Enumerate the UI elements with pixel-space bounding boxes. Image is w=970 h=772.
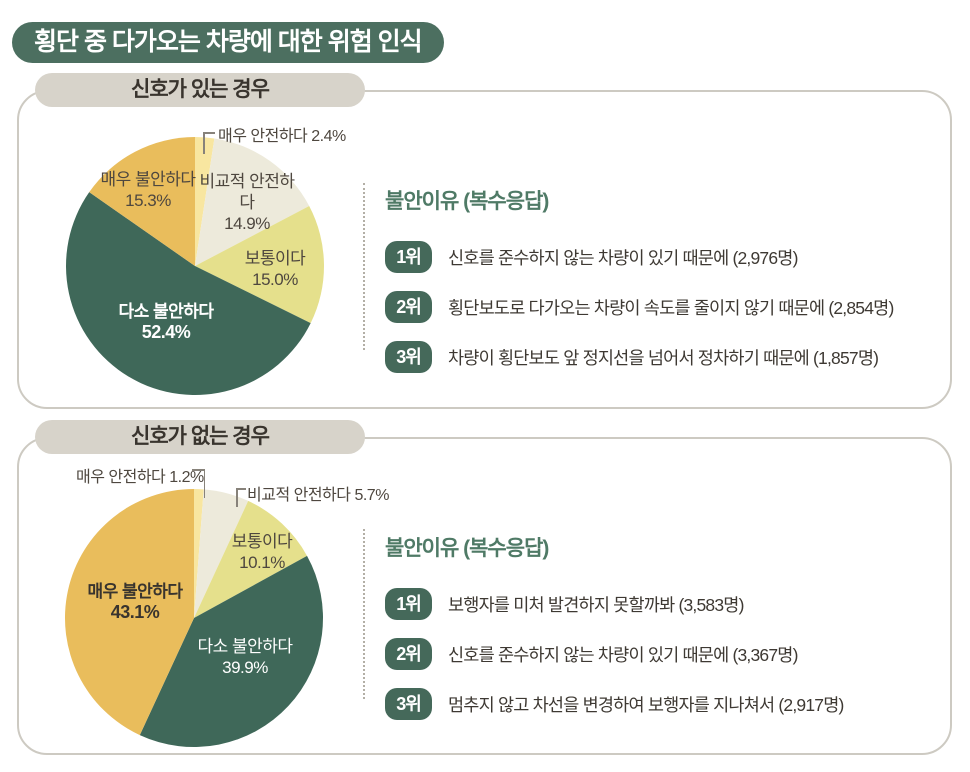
- pie1-label-very-uneasy-pct: 15.3%: [125, 191, 171, 210]
- pie1-leader-h: [203, 132, 215, 134]
- pie1-label-very-safe-pct: 2.4%: [311, 128, 346, 145]
- pie2-label-very-uneasy-pct: 43.1%: [110, 602, 160, 622]
- pie2-leader1-v: [203, 469, 205, 498]
- reason-row: 3위 멈추지 않고 차선을 변경하여 보행자를 지나쳐서 (2,917명): [385, 688, 945, 720]
- reasons-without-signal: 불안이유 (복수응답) 1위 보행자를 미처 발견하지 못할까봐 (3,583명…: [385, 536, 945, 738]
- pie1-label-neutral-name: 보통이다: [244, 249, 306, 268]
- pie1-label-somewhat-uneasy-name: 다소 불안하다: [118, 302, 214, 321]
- panel-without-signal-header: 신호가 없는 경우: [35, 420, 365, 454]
- pie2-label-somewhat-uneasy: 다소 불안하다 39.9%: [195, 636, 295, 678]
- pie1-label-very-uneasy: 매우 불안하다 15.3%: [98, 169, 198, 211]
- pie1-label-neutral-pct: 15.0%: [252, 270, 298, 289]
- reason-row: 1위 신호를 준수하지 않는 차량이 있기 때문에 (2,976명): [385, 241, 945, 273]
- reason-row: 2위 신호를 준수하지 않는 차량이 있기 때문에 (3,367명): [385, 638, 945, 670]
- reason-row: 2위 횡단보도로 다가오는 차량이 속도를 줄이지 않기 때문에 (2,854명…: [385, 291, 945, 323]
- pie1-label-very-safe: 매우 안전하다 2.4%: [218, 122, 346, 146]
- reason-text: 횡단보도로 다가오는 차량이 속도를 줄이지 않기 때문에 (2,854명): [448, 297, 894, 318]
- reasons-with-signal: 불안이유 (복수응답) 1위 신호를 준수하지 않는 차량이 있기 때문에 (2…: [385, 189, 945, 391]
- pie1-label-somewhat-uneasy: 다소 불안하다 52.4%: [116, 301, 216, 343]
- pie-slice-very-uneasy: [89, 137, 195, 266]
- pie2-label-fairly-safe: 비교적 안전하다 5.7%: [247, 481, 389, 505]
- pie-slice-somewhat-uneasy: [66, 192, 311, 396]
- reasons-title-2: 불안이유 (복수응답): [385, 537, 549, 560]
- pie-slice-somewhat-uneasy: [139, 555, 324, 748]
- pie1-label-very-uneasy-name: 매우 불안하다: [100, 170, 196, 189]
- pie2-label-fairly-safe-name: 비교적 안전하다: [247, 487, 351, 504]
- pie2-label-very-safe-pct: 1.2%: [169, 469, 204, 486]
- pie2-label-very-safe-name: 매우 안전하다: [76, 469, 166, 486]
- dotted-divider-2: [363, 529, 365, 699]
- rank-badge-2: 2위: [385, 291, 432, 323]
- reason-text: 신호를 준수하지 않는 차량이 있기 때문에 (2,976명): [448, 247, 798, 268]
- pie2-label-neutral: 보통이다 10.1%: [212, 531, 312, 573]
- page-title: 횡단 중 다가오는 차량에 대한 위험 인식: [12, 22, 444, 63]
- rank-badge-1: 1위: [385, 588, 432, 620]
- pie2-label-very-uneasy: 매우 불안하다 43.1%: [85, 581, 185, 623]
- pie-slice-neutral: [194, 500, 308, 618]
- pie2-label-somewhat-uneasy-name: 다소 불안하다: [197, 637, 293, 656]
- pie1-leader-v: [203, 132, 205, 154]
- dotted-divider-1: [363, 183, 365, 350]
- pie-chart-without-signal: [64, 489, 324, 748]
- pie1-label-fairly-safe-name: 비교적 안전하다: [199, 172, 295, 212]
- reason-text: 보행자를 미처 발견하지 못할까봐 (3,583명): [448, 594, 744, 615]
- reason-row: 1위 보행자를 미처 발견하지 못할까봐 (3,583명): [385, 588, 945, 620]
- rank-badge-3: 3위: [385, 341, 432, 373]
- pie-slice-very-safe: [194, 489, 204, 618]
- rank-badge-3: 3위: [385, 688, 432, 720]
- pie-slice-very-uneasy: [64, 489, 195, 736]
- pie2-label-very-safe: 매우 안전하다 1.2%: [76, 463, 204, 487]
- pie2-label-very-uneasy-name: 매우 불안하다: [87, 582, 183, 601]
- pie1-label-neutral: 보통이다 15.0%: [225, 248, 325, 290]
- pie2-label-neutral-pct: 10.1%: [239, 553, 285, 572]
- reason-text: 신호를 준수하지 않는 차량이 있기 때문에 (3,367명): [448, 644, 798, 665]
- pie2-label-somewhat-uneasy-pct: 39.9%: [222, 658, 268, 677]
- reason-text: 멈추지 않고 차선을 변경하여 보행자를 지나쳐서 (2,917명): [448, 694, 844, 715]
- pie-slice-very-safe: [195, 137, 215, 266]
- pie2-leader2-v: [236, 488, 238, 507]
- pie2-leader1-h: [192, 469, 205, 471]
- pie1-label-fairly-safe: 비교적 안전하다 14.9%: [197, 171, 297, 234]
- pie-chart-with-signal: [66, 137, 324, 396]
- reason-row: 3위 차량이 횡단보도 앞 정지선을 넘어서 정차하기 때문에 (1,857명): [385, 341, 945, 373]
- pie2-label-fairly-safe-pct: 5.7%: [354, 487, 389, 504]
- pie-slice-fairly-safe: [194, 489, 249, 618]
- pie-slice-fairly-safe: [195, 138, 310, 266]
- pie2-leader2-h: [236, 488, 246, 490]
- pie1-label-fairly-safe-pct: 14.9%: [224, 214, 270, 233]
- pie1-label-very-safe-name: 매우 안전하다: [218, 128, 308, 145]
- pie2-label-neutral-name: 보통이다: [231, 532, 293, 551]
- rank-badge-2: 2위: [385, 638, 432, 670]
- pie-slice-neutral: [195, 206, 324, 324]
- reason-text: 차량이 횡단보도 앞 정지선을 넘어서 정차하기 때문에 (1,857명): [448, 347, 879, 368]
- pie1-label-somewhat-uneasy-pct: 52.4%: [141, 322, 191, 342]
- panel-with-signal-header: 신호가 있는 경우: [35, 73, 365, 107]
- reasons-title-1: 불안이유 (복수응답): [385, 190, 549, 213]
- rank-badge-1: 1위: [385, 241, 432, 273]
